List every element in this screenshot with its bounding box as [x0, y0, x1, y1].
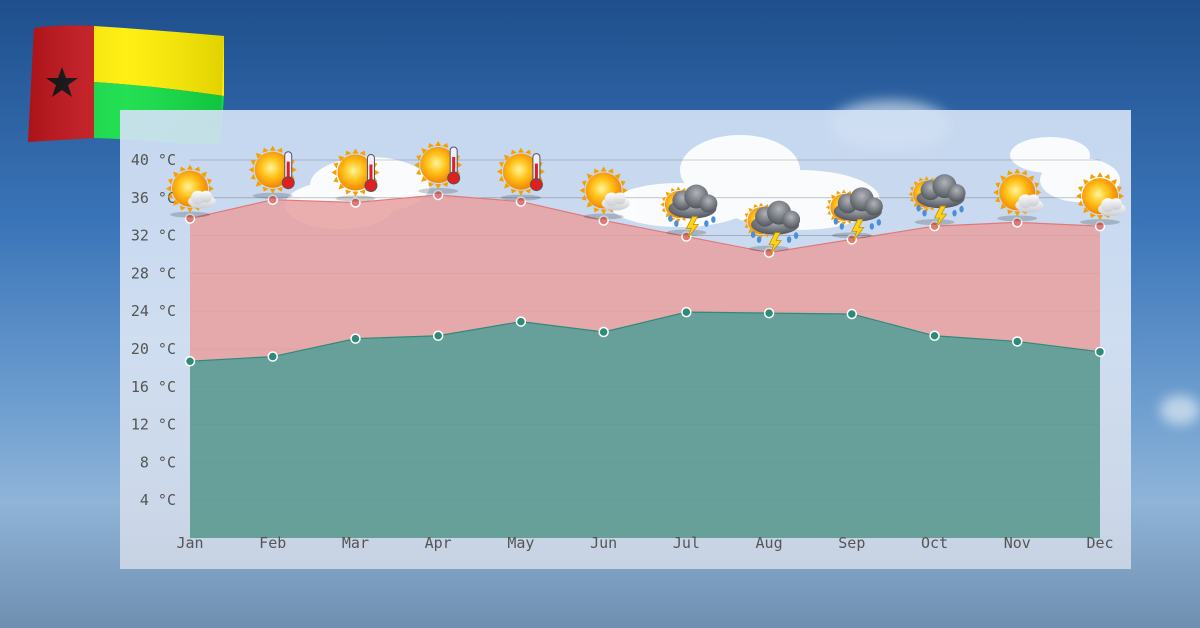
low-temperature-point[interactable]	[846, 308, 858, 320]
low-temperature-point[interactable]	[267, 351, 278, 362]
low-temperature-point[interactable]	[1094, 346, 1106, 358]
sun-cloud-icon	[993, 168, 1043, 222]
high-temperature-point[interactable]	[267, 194, 278, 205]
x-tick-label: Jun	[590, 534, 617, 552]
sky-cloud-decoration	[1160, 395, 1200, 425]
sun-hot-icon	[331, 149, 379, 202]
sun-hot-icon	[414, 141, 462, 194]
high-temperature-line	[189, 194, 1101, 254]
high-temperature-point[interactable]	[432, 189, 444, 201]
y-tick-label: 16 °C	[131, 378, 176, 396]
x-tick-label: Mar	[342, 534, 369, 552]
x-tick-label: Apr	[425, 534, 452, 552]
x-tick-label: Aug	[756, 534, 783, 552]
thunderstorm-icon	[826, 187, 883, 241]
temperature-chart: 4 °C 8 °C 12 °C 16 °C 20 °C 24 °C 28 °C 32 °C 36…	[131, 135, 1131, 552]
sun-hot-icon	[497, 148, 545, 201]
high-temperature-point[interactable]	[763, 247, 775, 258]
high-temperature-point[interactable]	[184, 213, 196, 224]
low-temperature-point[interactable]	[1012, 336, 1023, 347]
low-temperature-point[interactable]	[929, 330, 940, 342]
x-tick-label: Feb	[259, 534, 286, 552]
thunderstorm-icon	[909, 174, 966, 228]
thunderstorm-icon	[743, 201, 800, 255]
x-tick-label: Jan	[176, 534, 203, 552]
x-tick-label: Dec	[1086, 534, 1113, 552]
y-tick-label: 28 °C	[131, 264, 176, 282]
low-temperature-point[interactable]	[763, 307, 775, 319]
low-temperature-point[interactable]	[515, 316, 527, 327]
high-temperature-point[interactable]	[681, 231, 692, 242]
low-temperature-point[interactable]	[432, 330, 444, 342]
thunderstorm-icon	[660, 185, 717, 239]
sun-hot-icon	[249, 146, 297, 199]
y-tick-label: 32 °C	[131, 227, 176, 245]
y-tick-label: 24 °C	[131, 302, 176, 320]
high-temperature-point[interactable]	[515, 196, 527, 207]
low-temperature-point[interactable]	[598, 326, 609, 338]
high-temperature-point[interactable]	[350, 197, 361, 208]
y-tick-label: 4 °C	[140, 491, 176, 509]
y-tick-label: 40 °C	[131, 151, 176, 169]
x-tick-label: May	[507, 534, 534, 552]
high-temperature-point[interactable]	[929, 220, 940, 232]
sun-cloud-icon	[1076, 172, 1126, 226]
low-temperature-point[interactable]	[184, 356, 196, 367]
sun-cloud-icon	[580, 166, 630, 220]
chart-panel: 4 °C 8 °C 12 °C 16 °C 20 °C 24 °C 28 °C 32 °C 36…	[120, 110, 1131, 569]
y-tick-label: 8 °C	[140, 453, 176, 471]
high-temperature-point[interactable]	[598, 215, 609, 226]
y-tick-label: 20 °C	[131, 340, 176, 358]
y-tick-label: 12 °C	[131, 416, 176, 434]
x-tick-label: Jul	[673, 534, 700, 552]
low-temperature-line	[189, 311, 1101, 362]
high-temperature-point[interactable]	[1094, 220, 1106, 232]
low-temperature-area	[190, 312, 1100, 538]
y-tick-label: 36 °C	[131, 189, 176, 207]
low-temperature-point[interactable]	[350, 333, 361, 344]
high-temperature-point[interactable]	[846, 234, 858, 245]
high-temperature-point[interactable]	[1012, 217, 1023, 228]
sun-cloud-icon	[166, 165, 216, 218]
low-temperature-point[interactable]	[681, 306, 692, 318]
x-tick-label: Sep	[838, 534, 865, 552]
x-tick-label: Nov	[1004, 534, 1031, 552]
x-tick-label: Oct	[921, 534, 948, 552]
